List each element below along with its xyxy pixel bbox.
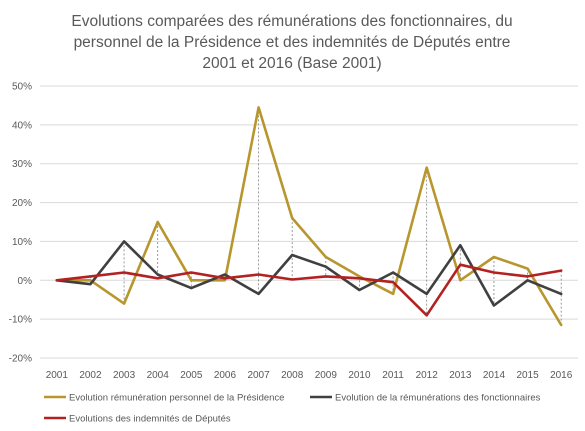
chart-title: Evolutions comparées des rémunérations d… <box>71 13 512 72</box>
y-tick-label: 20% <box>12 198 32 209</box>
x-tick-label: 2004 <box>147 370 170 381</box>
x-tick-label: 2007 <box>247 370 270 381</box>
x-tick-label: 2005 <box>180 370 203 381</box>
series-line-2 <box>55 240 563 307</box>
y-tick-label: 50% <box>12 82 32 93</box>
series-lines <box>55 106 563 327</box>
legend: Evolution rémunération personnel de la P… <box>44 393 541 425</box>
y-tick-label: -20% <box>9 354 32 365</box>
chart-title-line-2: personnel de la Présidence et des indemn… <box>74 34 511 51</box>
y-tick-label: 40% <box>12 120 32 131</box>
y-axis-tick-labels: 50% 40% 30% 20% 10% 0% -10% -20% <box>9 82 32 365</box>
x-tick-label: 2011 <box>382 370 404 381</box>
x-tick-label: 2013 <box>449 370 472 381</box>
series-line-3 <box>55 263 563 317</box>
x-tick-label: 2015 <box>516 370 539 381</box>
y-tick-label: 10% <box>12 237 32 248</box>
x-tick-label: 2001 <box>46 370 69 381</box>
y-tick-label: 0% <box>18 276 33 287</box>
legend-label: Evolutions des indemnités de Députés <box>69 414 231 425</box>
legend-label: Evolution rémunération personnel de la P… <box>69 393 284 404</box>
x-tick-label: 2003 <box>113 370 136 381</box>
x-tick-label: 2002 <box>79 370 102 381</box>
x-tick-label: 2006 <box>214 370 237 381</box>
x-tick-label: 2012 <box>416 370 439 381</box>
y-tick-label: 30% <box>12 159 32 170</box>
x-tick-label: 2014 <box>483 370 506 381</box>
x-axis-tick-labels: 2001 2002 2003 2004 2005 2006 2007 2008 2009 2010… <box>46 370 573 381</box>
x-tick-label: 2010 <box>348 370 371 381</box>
legend-label: Evolution de la rémunérations des foncti… <box>335 393 541 404</box>
x-tick-label: 2016 <box>550 370 573 381</box>
chart-title-line-3: 2001 et 2016 (Base 2001) <box>202 55 381 72</box>
x-tick-label: 2009 <box>315 370 338 381</box>
drop-lines <box>90 107 562 325</box>
y-tick-label: -10% <box>9 315 32 326</box>
chart-title-line-1: Evolutions comparées des rémunérations d… <box>71 13 512 30</box>
gridlines <box>40 85 578 359</box>
x-tick-label: 2008 <box>281 370 304 381</box>
